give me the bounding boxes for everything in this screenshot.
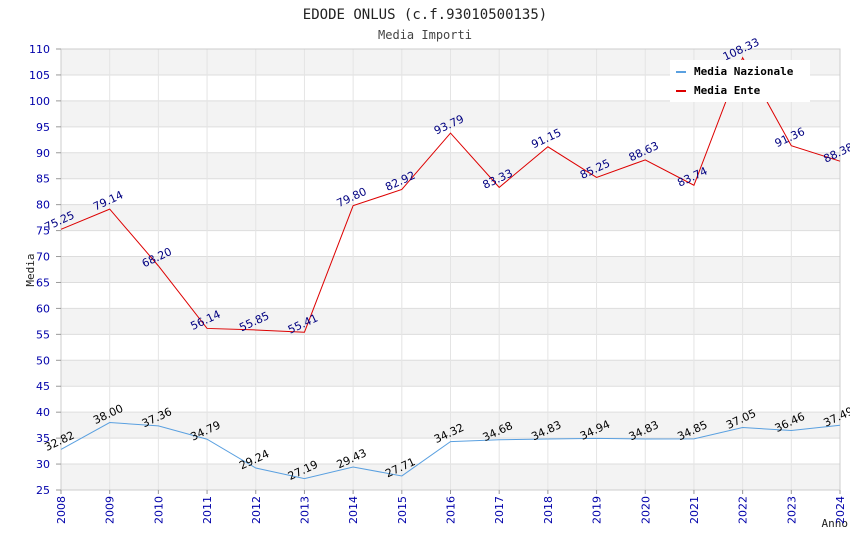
legend: Media Nazionale Media Ente <box>670 60 810 102</box>
y-tick-label: 35 <box>36 432 50 445</box>
y-tick-label: 95 <box>36 121 50 134</box>
chart-subtitle: Media Importi <box>378 28 472 42</box>
y-tick-label: 75 <box>36 225 50 238</box>
y-tick-label: 40 <box>36 406 50 419</box>
x-tick-label: 2024 <box>834 496 847 524</box>
x-axis-label: Anno <box>822 517 849 530</box>
gridlines <box>60 48 841 491</box>
x-tick-label: 2022 <box>737 496 750 524</box>
y-tick-label: 65 <box>36 276 50 289</box>
y-tick-label: 50 <box>36 354 50 367</box>
x-tick-label: 2010 <box>152 496 165 524</box>
y-axis-ticks: 25 30 35 40 45 50 55 60 65 70 75 80 85 90 95 100 105 110 <box>29 43 61 497</box>
y-axis-label: Media <box>24 253 37 286</box>
series-line-media-ente <box>60 56 841 333</box>
chart-title: EDODE ONLUS (c.f.93010500135) <box>303 7 547 23</box>
x-tick-label: 2023 <box>785 496 798 524</box>
x-tick-label: 2008 <box>55 496 68 524</box>
legend-background <box>670 60 810 102</box>
legend-label-media-nazionale: Media Nazionale <box>694 65 794 78</box>
x-tick-label: 2015 <box>396 496 409 524</box>
y-tick-label: 85 <box>36 173 50 186</box>
x-tick-label: 2021 <box>688 496 701 524</box>
x-tick-label: 2018 <box>542 496 555 524</box>
y-tick-label: 55 <box>36 328 50 341</box>
x-tick-label: 2014 <box>347 496 360 524</box>
x-tick-label: 2013 <box>298 496 311 524</box>
y-tick-label: 100 <box>29 95 50 108</box>
y-tick-label: 110 <box>29 43 50 56</box>
y-tick-label: 80 <box>36 199 50 212</box>
x-tick-label: 2009 <box>104 496 117 524</box>
y-tick-label: 105 <box>29 69 50 82</box>
x-tick-label: 2016 <box>445 496 458 524</box>
x-tick-label: 2012 <box>250 496 263 524</box>
y-tick-label: 60 <box>36 302 50 315</box>
y-tick-label: 70 <box>36 251 50 264</box>
x-tick-label: 2020 <box>639 496 652 524</box>
series-line-media-nazionale <box>60 422 841 480</box>
legend-label-media-ente: Media Ente <box>694 84 761 97</box>
x-tick-label: 2019 <box>591 496 604 524</box>
x-tick-label: 2011 <box>201 496 214 524</box>
x-tick-label: 2017 <box>493 496 506 524</box>
y-tick-label: 45 <box>36 380 50 393</box>
y-tick-label: 25 <box>36 484 50 497</box>
y-tick-label: 90 <box>36 147 50 160</box>
x-axis-ticks: 2008 2009 2010 2011 2012 2013 2014 2015 2016 2017… <box>55 490 847 524</box>
series-lines <box>60 56 841 480</box>
y-tick-label: 30 <box>36 458 50 471</box>
